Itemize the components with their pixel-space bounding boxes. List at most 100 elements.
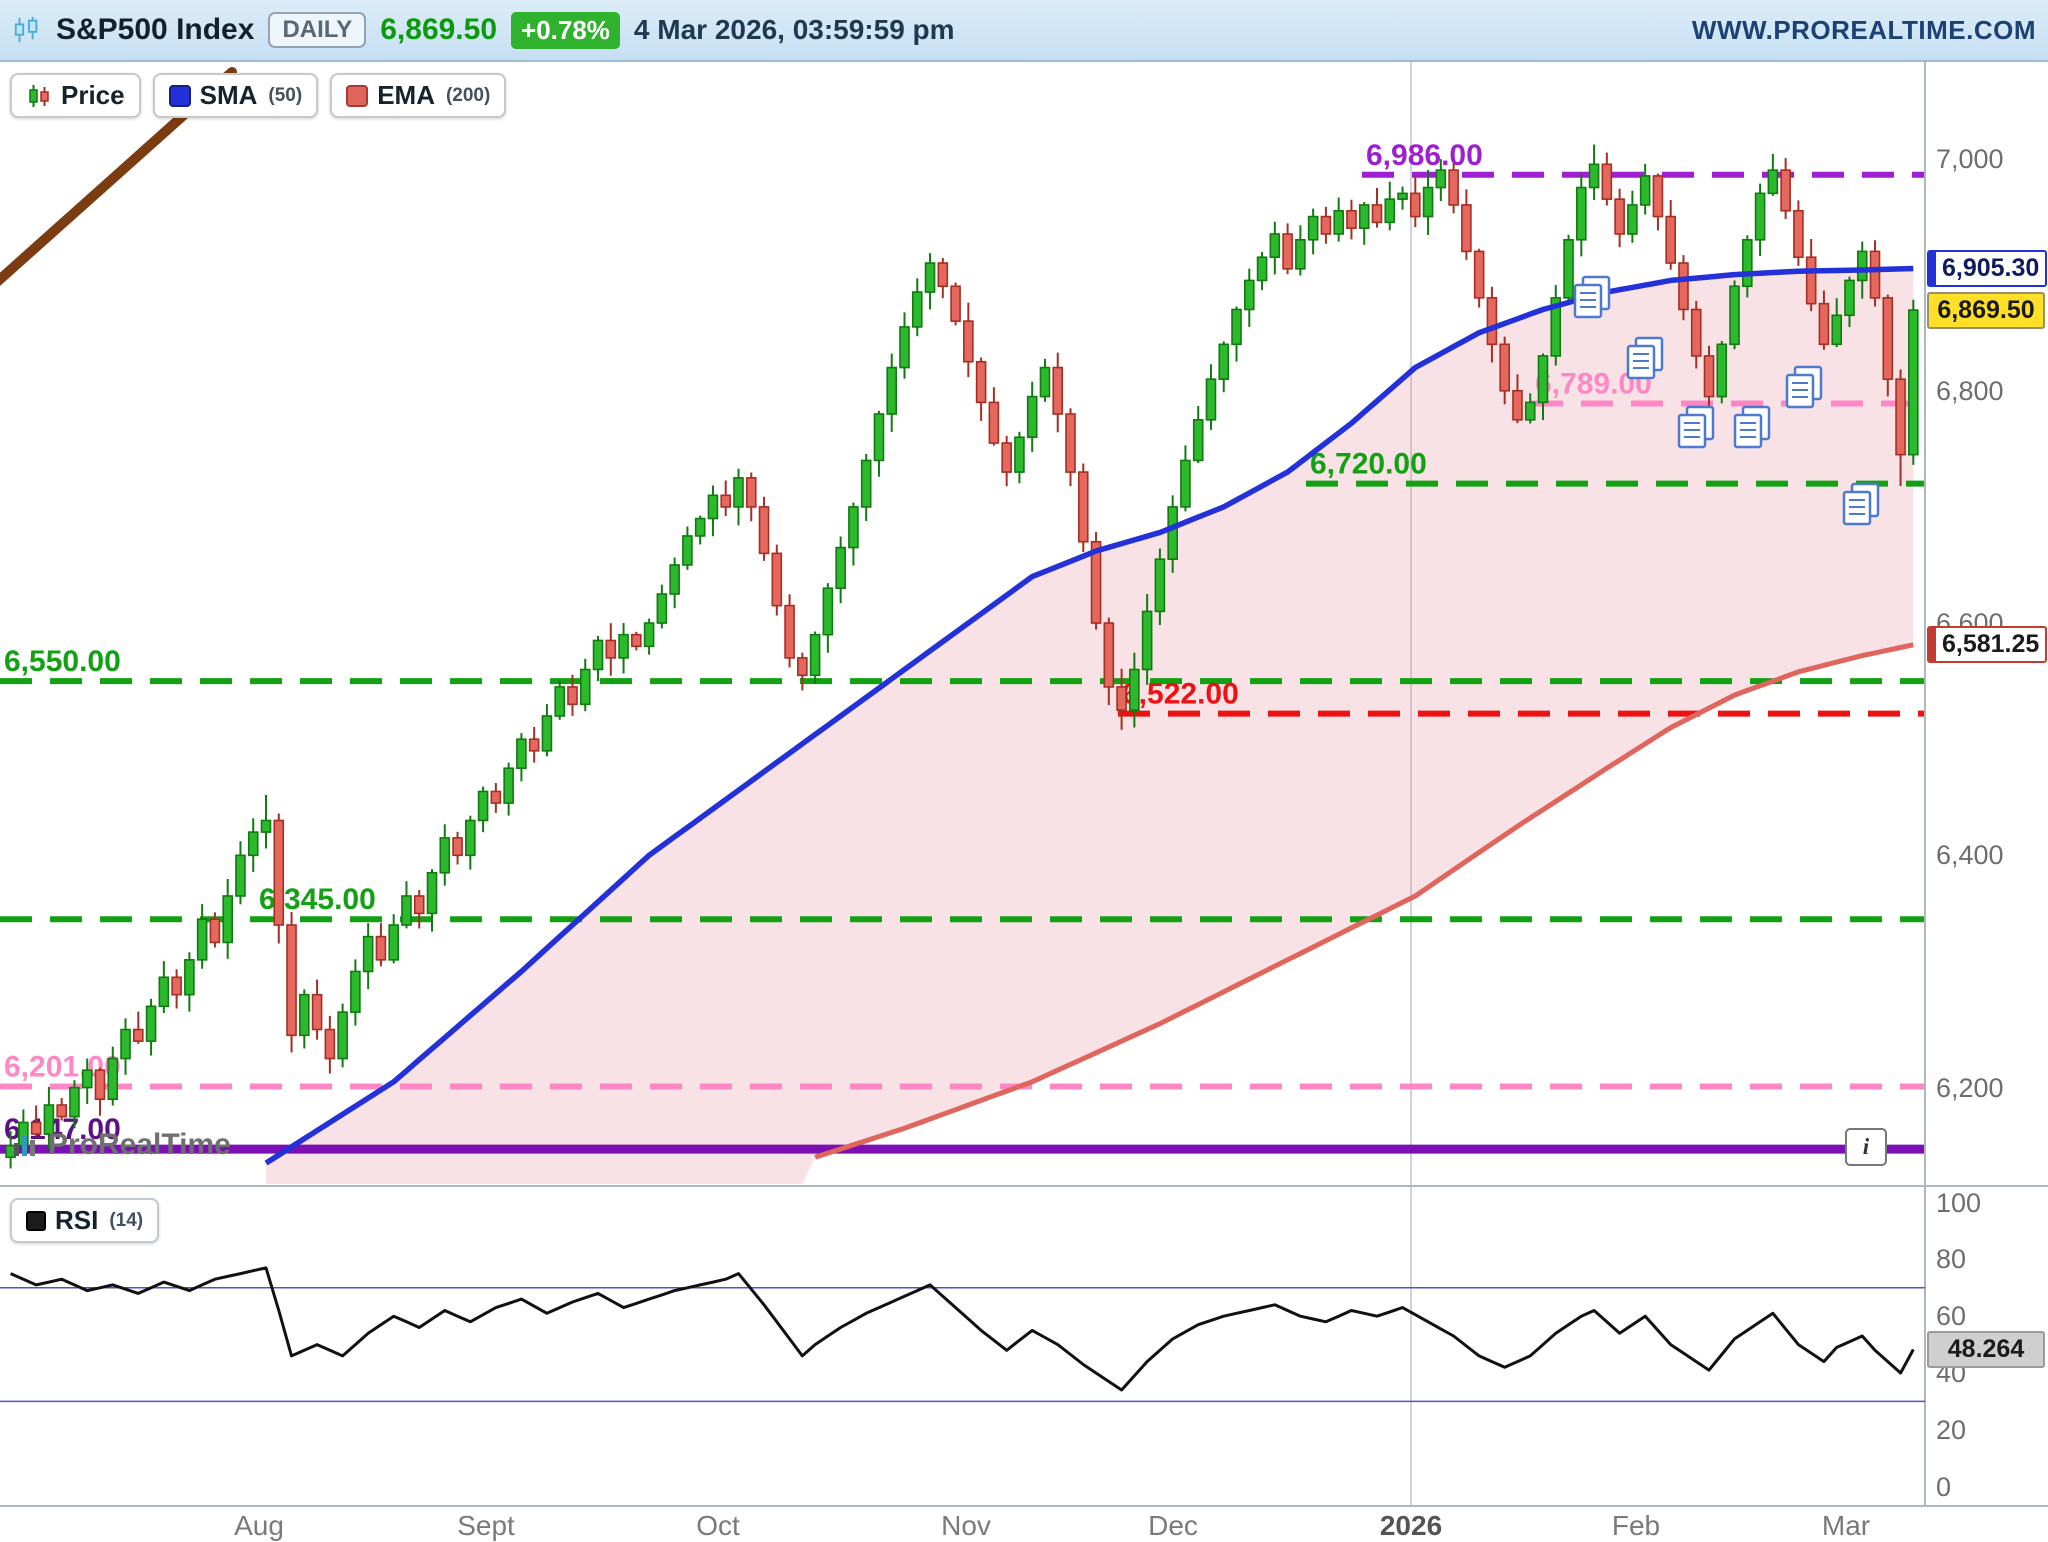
candle-body (835, 546, 846, 590)
candle-body (1869, 250, 1881, 299)
note-icon[interactable] (1573, 275, 1611, 319)
candle-body (1333, 209, 1344, 235)
candle-body (809, 633, 821, 677)
header-change-badge: +0.78% (511, 11, 620, 49)
candle-body (1435, 169, 1447, 189)
candle-body (1103, 622, 1115, 688)
watermark-text: ProRealTime (48, 1128, 231, 1161)
candle-body (1077, 471, 1089, 543)
candle-body (1831, 314, 1843, 346)
candle-body (1742, 238, 1753, 288)
candle-body (1461, 204, 1472, 253)
legend-chip-rsi[interactable]: RSI (14) (10, 1198, 160, 1243)
price-panel-legend: Price SMA (50) EMA (200) (10, 73, 507, 118)
header-bar: S&P500 Index DAILY 6,869.50 +0.78% 4 Mar… (0, 0, 2048, 62)
candle-body (1205, 378, 1217, 421)
candle-body (1805, 256, 1817, 305)
candle-body (1780, 169, 1791, 212)
candle-body (439, 837, 451, 874)
candle-body (592, 639, 604, 671)
candle-body (1180, 459, 1191, 508)
candle-body (286, 924, 297, 1037)
candle-body (950, 285, 961, 322)
candle-body (1358, 204, 1370, 229)
candle-body (1014, 436, 1025, 473)
candle-body (1307, 215, 1319, 241)
candle-body (528, 738, 540, 752)
candle-body (375, 935, 387, 961)
candle-body (324, 1028, 336, 1060)
note-icon[interactable] (1626, 336, 1664, 380)
candle-body (1039, 366, 1051, 398)
legend-chip-sma[interactable]: SMA (50) (152, 73, 319, 118)
candle-body (1767, 169, 1779, 195)
candle-body (1563, 238, 1574, 299)
candle-body (158, 976, 170, 1008)
note-icon[interactable] (1677, 405, 1715, 449)
candle-body (1256, 256, 1268, 282)
candle-body (1448, 169, 1459, 206)
candle-body (1818, 302, 1830, 346)
candle-body (1627, 204, 1638, 235)
candle-body (273, 819, 285, 926)
legend-ema-period: (200) (445, 84, 491, 106)
candle-body (656, 593, 668, 624)
candle-body (247, 831, 259, 857)
candle-body (503, 767, 514, 804)
header-last-price: 6,869.50 (380, 13, 498, 46)
candle-body (1371, 204, 1383, 224)
candle-body (1473, 250, 1485, 299)
candle-body (222, 895, 233, 944)
candle-body (694, 517, 706, 537)
candle-body (720, 494, 732, 508)
candle-body (1614, 198, 1625, 235)
candle-body (1716, 343, 1728, 398)
candle-body (860, 459, 872, 508)
level-label: 6,522.00 (1122, 678, 1239, 711)
candle-body (937, 262, 949, 288)
sma-color-swatch-icon (168, 84, 191, 107)
rsi-color-swatch-icon (26, 1210, 46, 1231)
legend-rsi-label: RSI (55, 1205, 99, 1235)
candle-body (1090, 540, 1102, 624)
candle-body (1729, 285, 1740, 346)
prorealtime-watermark: ProRealTime (12, 1128, 231, 1162)
candle-body (107, 1057, 119, 1101)
legend-chip-price[interactable]: Price (10, 73, 141, 118)
candle-body (452, 837, 463, 857)
candle-body (745, 477, 757, 508)
candle-body (899, 326, 910, 369)
candle-body (605, 639, 617, 659)
candle-body (797, 657, 808, 677)
candle-body (1908, 309, 1919, 456)
timeframe-badge[interactable]: DAILY (268, 12, 367, 48)
level-label: 6,986.00 (1366, 139, 1483, 172)
candle-body (1588, 163, 1600, 189)
legend-chip-ema[interactable]: EMA (200) (330, 73, 507, 118)
candle-body (1550, 297, 1562, 357)
candle-body (1154, 558, 1166, 613)
info-button[interactable]: i (1845, 1128, 1887, 1166)
note-icon[interactable] (1785, 365, 1823, 409)
candle-body (465, 819, 476, 857)
level-label: 6,720.00 (1310, 448, 1427, 481)
note-icon[interactable] (1842, 482, 1880, 526)
candle-body (1116, 686, 1127, 711)
header-datetime: 4 Mar 2026, 03:59:59 pm (633, 14, 955, 45)
legend-ema-label: EMA (377, 80, 435, 110)
instrument-title: S&P500 Index (56, 13, 255, 46)
candle-body (1320, 215, 1332, 235)
candle-body (733, 477, 744, 508)
candle-body (1537, 355, 1549, 404)
candle-body (299, 993, 310, 1037)
candle-body (209, 918, 221, 944)
candle-body (184, 959, 195, 996)
candle-body (631, 633, 642, 648)
candle-body (69, 1086, 80, 1118)
candle-body (171, 976, 182, 996)
candle-body (1295, 238, 1306, 270)
site-label: WWW.PROREALTIME.COM (1691, 14, 2036, 45)
candle-body (1129, 668, 1140, 711)
candle-body (1576, 186, 1587, 241)
note-icon[interactable] (1733, 405, 1771, 449)
